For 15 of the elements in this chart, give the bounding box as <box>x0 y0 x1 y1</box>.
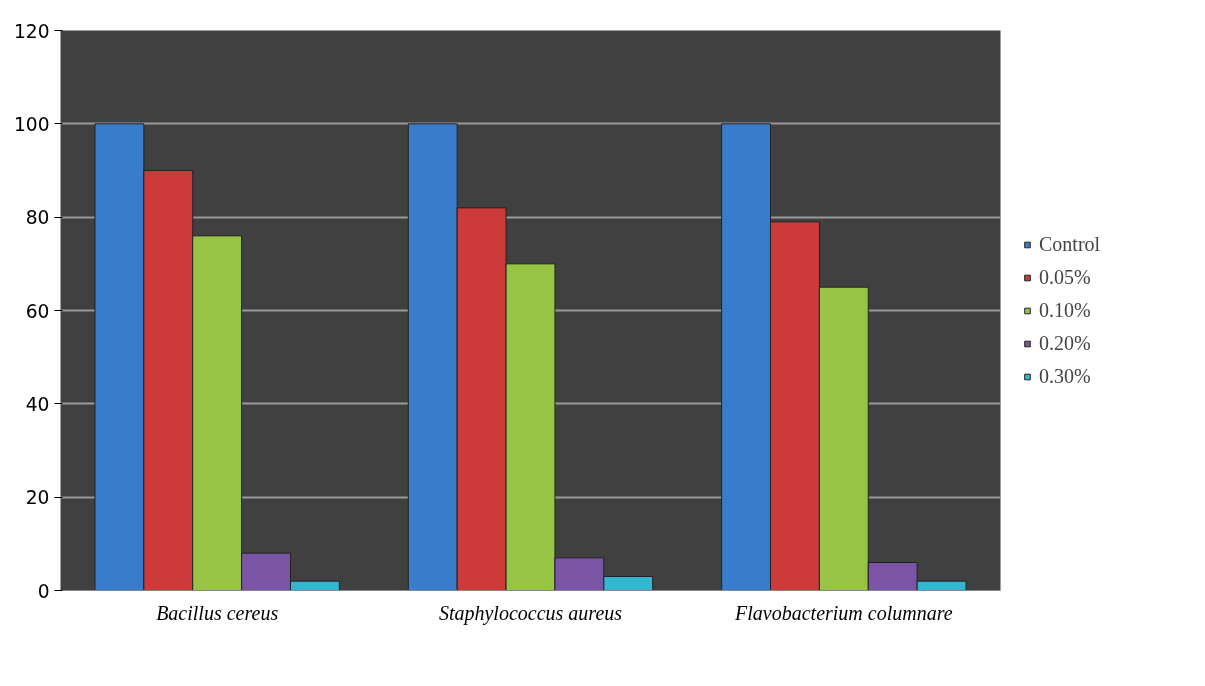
legend-label: 0.20% <box>1039 331 1091 355</box>
legend-label: 0.05% <box>1039 265 1091 289</box>
y-tick-label: 120 <box>13 20 50 42</box>
y-tick-label: 20 <box>25 487 50 509</box>
y-tick-label: 40 <box>25 393 50 415</box>
x-tick-label: Bacillus cereus <box>156 601 279 624</box>
legend-label: 0.30% <box>1039 364 1091 388</box>
y-tick-label: 0 <box>37 580 50 602</box>
y-tick-label: 60 <box>25 300 50 322</box>
y-tick-label: 80 <box>25 207 50 229</box>
legend-label: Control <box>1039 232 1101 256</box>
y-tick-label: 100 <box>13 113 50 135</box>
x-tick-label: Flavobacterium columnare <box>734 601 953 624</box>
legend-label: 0.10% <box>1039 298 1091 322</box>
x-tick-label: Staphylococcus aureus <box>438 601 623 625</box>
